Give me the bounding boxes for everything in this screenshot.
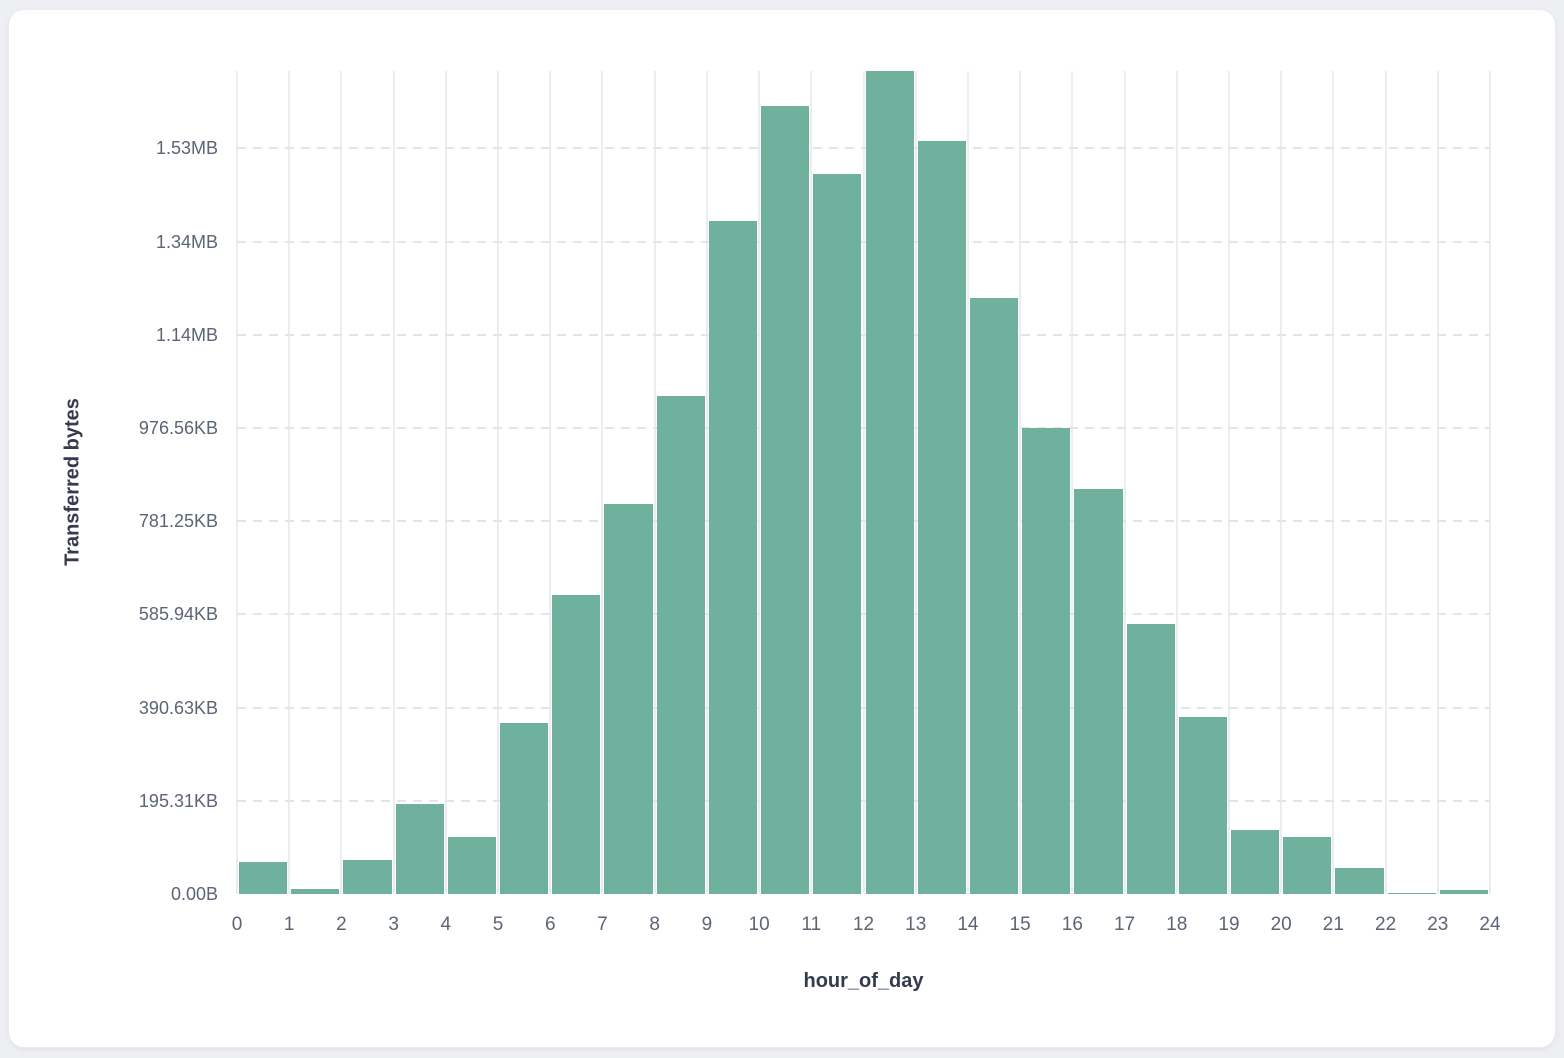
vertical-gridline [1071, 71, 1074, 894]
y-tick-label: 585.94KB [138, 604, 218, 625]
bar-hour-6[interactable] [552, 594, 601, 894]
bar-hour-23[interactable] [1439, 889, 1488, 894]
bar-hour-22[interactable] [1387, 892, 1436, 894]
x-tick-label: 24 [1479, 914, 1501, 935]
bar-hour-9[interactable] [708, 221, 758, 894]
bar-hour-12[interactable] [865, 71, 914, 894]
vertical-gridline [1175, 71, 1178, 894]
bar-hour-0[interactable] [239, 861, 288, 894]
horizontal-gridline [237, 706, 1490, 709]
vertical-gridline [497, 71, 500, 894]
vertical-gridline [1489, 71, 1491, 894]
vertical-gridline [653, 71, 656, 894]
x-tick-label: 5 [492, 914, 504, 935]
bar-hour-21[interactable] [1335, 867, 1384, 894]
vertical-gridline [1436, 71, 1439, 894]
bar-hour-7[interactable] [604, 504, 653, 894]
vertical-gridline [236, 71, 238, 894]
bar-hour-1[interactable] [291, 888, 340, 894]
vertical-gridline [288, 71, 291, 894]
bar-hour-10[interactable] [761, 106, 810, 894]
vertical-gridline [758, 71, 761, 894]
vertical-gridline [1227, 71, 1230, 894]
y-axis-title: Transferred bytes [61, 398, 84, 566]
x-tick-label: 0 [231, 914, 243, 935]
bar-hour-17[interactable] [1126, 623, 1175, 894]
x-tick-label: 15 [1009, 914, 1031, 935]
bar-hour-16[interactable] [1074, 488, 1123, 894]
y-tick-label: 0.00B [170, 884, 218, 904]
x-tick-label: 19 [1218, 914, 1240, 935]
vertical-gridline [1384, 71, 1387, 894]
x-tick-label: 8 [649, 914, 660, 935]
vertical-gridline [444, 71, 447, 894]
horizontal-gridline [237, 240, 1490, 243]
vertical-gridline [966, 71, 969, 894]
vertical-gridline [914, 71, 917, 894]
bar-hour-14[interactable] [969, 297, 1019, 894]
vertical-gridline [1019, 71, 1022, 894]
vertical-gridline [1280, 71, 1283, 894]
bar-hour-15[interactable] [1022, 427, 1071, 894]
y-tick-label: 976.56KB [138, 417, 218, 438]
bar-hour-19[interactable] [1230, 829, 1280, 894]
plot-area [236, 71, 1491, 894]
vertical-gridline [340, 71, 343, 894]
x-tick-label: 17 [1113, 914, 1136, 935]
vertical-gridline [549, 71, 552, 894]
horizontal-gridline [237, 613, 1490, 616]
vertical-gridline [601, 71, 604, 894]
vertical-gridline [862, 71, 865, 894]
x-tick-label: 21 [1322, 914, 1344, 935]
x-axis-title: hour_of_day [803, 970, 924, 992]
y-tick-label: 1.53MB [155, 138, 218, 159]
horizontal-gridline [237, 799, 1490, 802]
x-tick-label: 9 [701, 914, 713, 935]
vertical-gridline [392, 71, 395, 894]
x-tick-label: 16 [1061, 914, 1083, 935]
x-tick-label: 4 [440, 914, 452, 935]
x-tick-label: 11 [801, 914, 822, 935]
x-tick-label: 12 [852, 914, 875, 935]
x-tick-label: 13 [905, 914, 927, 935]
bar-hour-11[interactable] [813, 174, 862, 894]
horizontal-gridline [237, 147, 1490, 150]
horizontal-gridline [237, 520, 1490, 523]
x-tick-label: 22 [1375, 914, 1397, 935]
vertical-gridline [705, 71, 708, 894]
x-tick-label: 3 [388, 914, 399, 935]
x-tick-label: 6 [544, 914, 556, 935]
bar-hour-5[interactable] [500, 722, 549, 894]
vertical-gridline [1332, 71, 1335, 894]
vertical-gridline [810, 71, 813, 894]
bar-hour-2[interactable] [343, 859, 392, 894]
x-tick-label: 10 [748, 914, 770, 935]
y-tick-label: 1.34MB [155, 231, 218, 252]
bar-hour-3[interactable] [395, 804, 444, 894]
bar-hour-4[interactable] [447, 837, 497, 894]
bar-hour-20[interactable] [1283, 837, 1332, 894]
x-tick-label: 20 [1270, 914, 1292, 935]
x-tick-label: 23 [1427, 914, 1449, 935]
bar-hour-8[interactable] [656, 396, 705, 894]
y-tick-label: 781.25KB [138, 511, 218, 532]
x-tick-label: 14 [957, 914, 979, 935]
horizontal-gridline [237, 426, 1490, 429]
y-tick-label: 1.14MB [155, 324, 218, 345]
x-tick-label: 7 [597, 914, 608, 935]
bar-hour-13[interactable] [917, 141, 966, 894]
x-tick-label: 18 [1166, 914, 1188, 935]
y-tick-label: 195.31KB [138, 790, 218, 811]
bar-hour-18[interactable] [1178, 716, 1227, 894]
horizontal-gridline [237, 333, 1490, 336]
x-tick-label: 1 [283, 914, 295, 935]
y-tick-label: 390.63KB [138, 697, 218, 718]
vertical-gridline [1123, 71, 1126, 894]
x-tick-label: 2 [336, 914, 347, 935]
